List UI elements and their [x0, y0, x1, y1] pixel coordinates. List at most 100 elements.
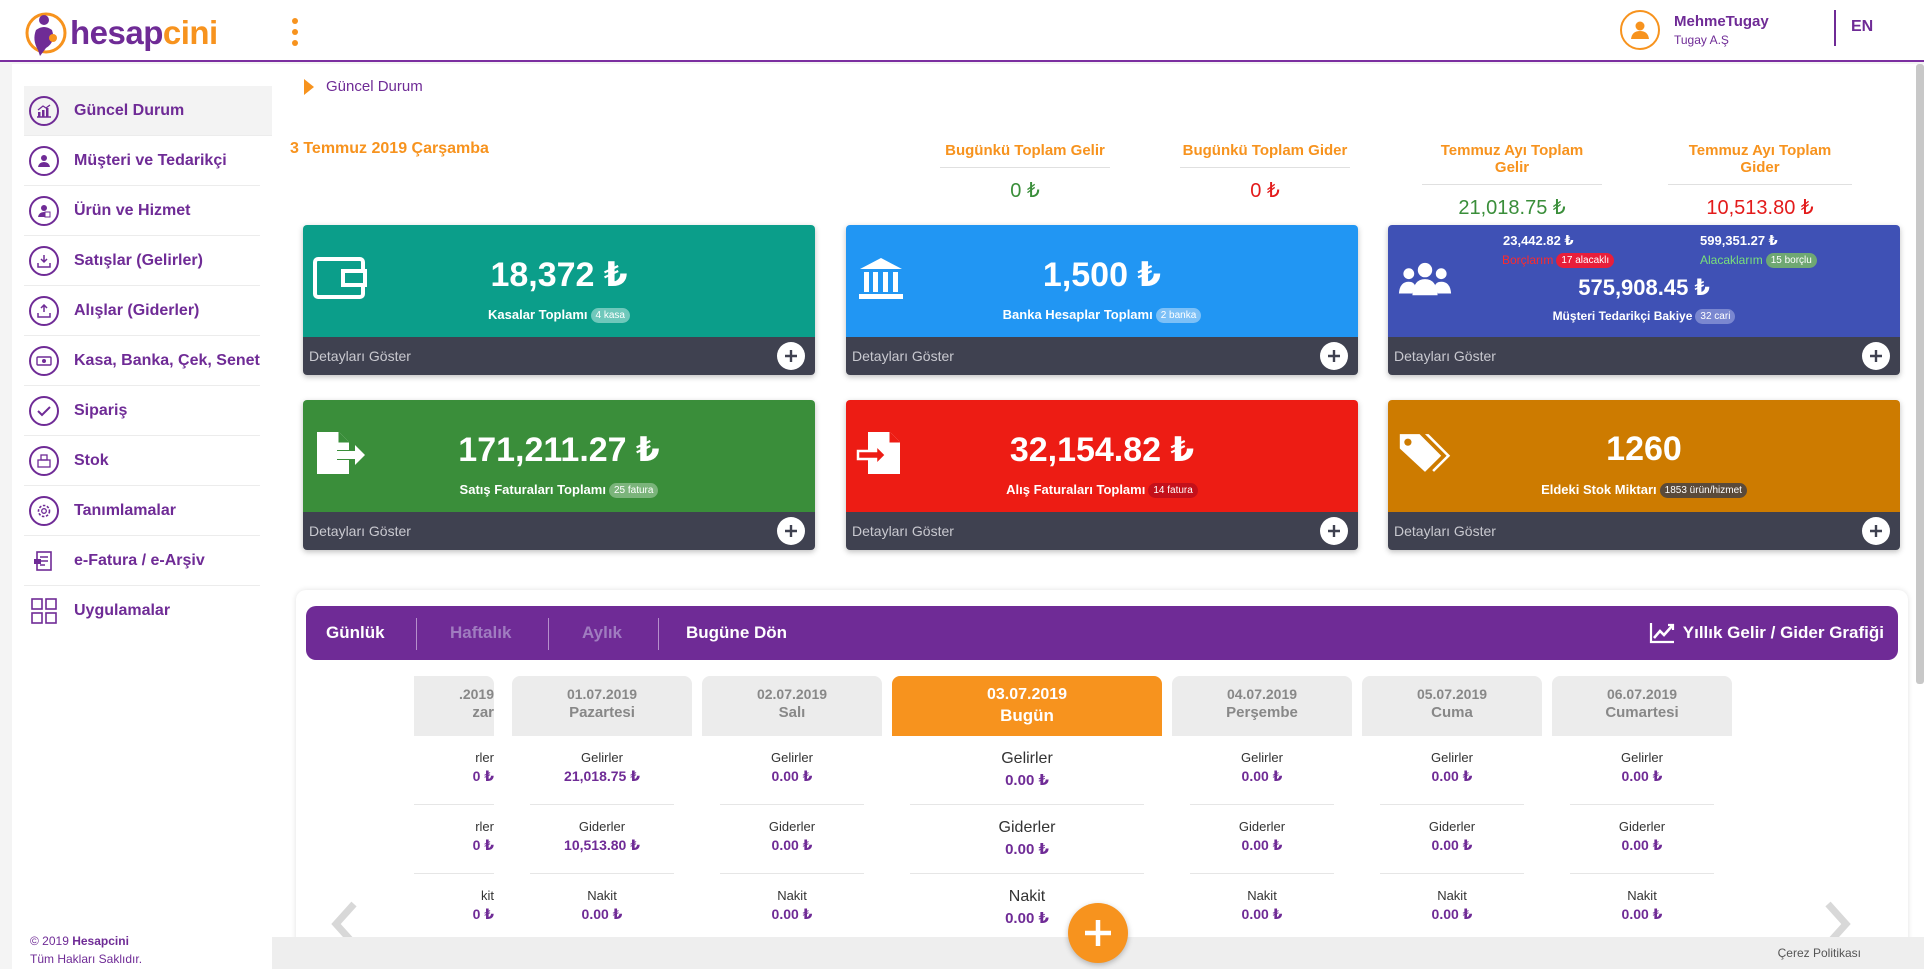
tab-divider — [658, 618, 659, 650]
cari-details-link[interactable]: Detayları Göster — [1388, 337, 1900, 375]
kasa-label: Kasalar Toplamı 4 kasa — [303, 307, 815, 324]
sidebar-item-urun[interactable]: Ürün ve Hizmet — [24, 186, 260, 236]
sidebar-item-musteri[interactable]: Müşteri ve Tedarikçi — [24, 136, 260, 186]
card-alis: 32,154.82 ₺ Alış Faturaları Toplamı 14 fa… — [846, 400, 1358, 550]
breadcrumb: Güncel Durum — [304, 78, 423, 95]
tab-bugune-don[interactable]: Bugüne Dön — [686, 623, 788, 642]
sidebar-item-kasa-banka[interactable]: Kasa, Banka, Çek, Senet — [24, 336, 260, 386]
plus-icon[interactable] — [1862, 517, 1890, 545]
satis-badge: 25 fatura — [608, 483, 659, 499]
grid-icon — [29, 596, 59, 626]
alis-details-link[interactable]: Detayları Göster — [846, 512, 1358, 550]
plus-icon[interactable] — [1320, 517, 1348, 545]
bank-icon — [859, 258, 903, 299]
banka-badge: 2 banka — [1155, 308, 1202, 324]
satis-label: Satış Faturaları Toplamı 25 fatura — [303, 482, 815, 499]
sidebar-item-efatura[interactable]: e-Fatura / e-Arşiv — [24, 536, 260, 586]
product-icon — [29, 195, 59, 226]
tab-divider — [548, 618, 549, 650]
sidebar-item-siparis[interactable]: Sipariş — [24, 386, 260, 436]
card-cari: 23,442.82 ₺ Borçlarım 17 alacaklı 599,351… — [1388, 225, 1900, 375]
card-satis: 171,211.27 ₺ Satış Faturaları Toplamı 25 … — [303, 400, 815, 550]
top-header: hesapcini MehmeTugay Tugay A.Ş EN — [0, 0, 1924, 62]
day-column[interactable]: 04.07.2019 Perşembe Gelirler 0.00 ₺ Giderl… — [1172, 676, 1352, 969]
banka-label: Banka Hesaplar Toplamı 2 banka — [846, 307, 1358, 324]
page-scrollbar[interactable] — [1916, 64, 1924, 684]
stok-badge: 1853 ürün/hizmet — [1659, 483, 1747, 499]
language-switch[interactable]: EN — [1851, 18, 1874, 35]
day-column[interactable]: 05.07.2019 Cuma Gelirler 0.00 ₺ Giderler 0.… — [1362, 676, 1542, 969]
day-column[interactable]: 06.07.2019 Cumartesi Gelirler 0.00 ₺ Gider… — [1552, 676, 1732, 969]
card-banka: 1,500 ₺ Banka Hesaplar Toplamı 2 banka De… — [846, 225, 1358, 375]
invoice-icon — [29, 546, 59, 576]
banka-amount: 1,500 ₺ — [1042, 256, 1162, 294]
tags-icon — [1399, 434, 1451, 472]
upload-tray-icon — [29, 295, 59, 326]
satis-details-link[interactable]: Detayları Göster — [303, 512, 815, 550]
plus-icon[interactable] — [1862, 342, 1890, 370]
sidebar-item-uygulamalar[interactable]: Uygulamalar — [24, 586, 260, 636]
sidebar-item-guncel-durum[interactable]: Güncel Durum — [24, 86, 284, 136]
kasa-details-link[interactable]: Detayları Göster — [303, 337, 815, 375]
plus-icon[interactable] — [777, 342, 805, 370]
tab-aylik[interactable]: Aylık — [582, 623, 623, 642]
summary-today-expense: Bugünkü Toplam Gider 0 ₺ — [1180, 142, 1350, 203]
gear-icon — [29, 495, 59, 526]
day-column[interactable]: 01.07.2019 Pazartesi Gelirler 21,018.75 ₺ … — [512, 676, 692, 969]
user-avatar-icon — [1631, 21, 1649, 39]
stok-amount: 1260 — [1606, 430, 1682, 468]
menu-kebab-icon[interactable] — [290, 18, 300, 46]
logo-mark-icon — [25, 12, 67, 56]
plus-icon[interactable] — [777, 517, 805, 545]
tab-haftalik[interactable]: Haftalık — [450, 623, 512, 642]
borc-info: Borçlarım 17 alacaklı — [1502, 253, 1615, 269]
cookie-policy-link[interactable]: Çerez Politikası — [1777, 946, 1861, 960]
user-icon — [29, 145, 59, 176]
alis-badge: 14 fatura — [1148, 483, 1198, 499]
file-export-icon — [317, 432, 365, 474]
avatar — [1620, 10, 1660, 50]
breadcrumb-item[interactable]: Güncel Durum — [326, 78, 423, 95]
calendar-toolbar: Günlük Haftalık Aylık Bugüne Dön Yıllık … — [306, 606, 1898, 660]
cari-amount: 575,908.45 ₺ — [1578, 275, 1710, 300]
file-import-icon — [856, 432, 900, 474]
banka-details-link[interactable]: Detayları Göster — [846, 337, 1358, 375]
language-divider — [1834, 10, 1836, 46]
tab-divider — [416, 618, 417, 650]
cari-label: Müşteri Tedarikçi Bakiye 32 cari — [1388, 309, 1900, 325]
download-tray-icon — [29, 245, 59, 276]
user-company: Tugay A.Ş — [1674, 33, 1729, 47]
alis-label: Alış Faturaları Toplamı 14 fatura — [846, 482, 1358, 499]
kasa-badge: 4 kasa — [590, 308, 630, 324]
add-fab-button[interactable] — [1068, 903, 1128, 963]
app-logo[interactable]: hesapcini — [22, 8, 218, 58]
day-column[interactable]: .2019 zar rler 0 ₺ rler 0 ₺ kit 0 ₺ — [414, 676, 494, 969]
logo-text: hesapcini — [70, 14, 218, 51]
card-kasa: 18,372 ₺ Kasalar Toplamı 4 kasa Detayları… — [303, 225, 815, 375]
borc-amount: 23,442.82 ₺ — [1503, 233, 1574, 248]
line-chart-icon — [1649, 623, 1674, 644]
summary-today-income: Bugünkü Toplam Gelir 0 ₺ — [940, 142, 1110, 203]
sidebar-item-alislar[interactable]: Alışlar (Giderler) — [24, 286, 260, 336]
tab-gunluk[interactable]: Günlük — [326, 623, 385, 642]
yearly-graph-link[interactable]: Yıllık Gelir / Gider Grafiği — [1649, 606, 1884, 660]
copyright: © 2019 Hesapcini Tüm Hakları Saklıdır. — [30, 934, 143, 966]
card-stok: 1260 Eldeki Stok Miktarı 1853 ürün/hizmet… — [1388, 400, 1900, 550]
day-column-partial: .2019 zar rler 0 ₺ rler 0 ₺ kit 0 ₺ — [414, 676, 494, 969]
sidebar-item-satislar[interactable]: Satışlar (Gelirler) — [24, 236, 260, 286]
chart-icon — [29, 95, 59, 126]
main-content: Güncel Durum 3 Temmuz 2019 Çarşamba Bugü… — [272, 64, 1924, 969]
users-icon — [1398, 262, 1452, 296]
day-column-today[interactable]: 03.07.2019 Bugün Gelirler 0.00 ₺ Giderler 0… — [892, 676, 1162, 969]
cari-badge: 32 cari — [1695, 309, 1736, 325]
user-profile[interactable]: MehmeTugay Tugay A.Ş — [1620, 10, 1769, 50]
day-column[interactable]: 02.07.2019 Salı Gelirler 0.00 ₺ Giderler 0.… — [702, 676, 882, 969]
sidebar-item-tanimlamalar[interactable]: Tanımlamalar — [24, 486, 260, 536]
sidebar-item-stok[interactable]: Stok — [24, 436, 260, 486]
stok-details-link[interactable]: Detayları Göster — [1388, 512, 1900, 550]
summary-month-income: Temmuz Ayı Toplam Gelir 21,018.75 ₺ — [1422, 142, 1602, 220]
plus-icon[interactable] — [1320, 342, 1348, 370]
alis-amount: 32,154.82 ₺ — [1009, 431, 1195, 469]
alacak-amount: 599,351.27 ₺ — [1700, 233, 1778, 248]
calendar-panel: Günlük Haftalık Aylık Bugüne Dön Yıllık … — [296, 590, 1908, 969]
